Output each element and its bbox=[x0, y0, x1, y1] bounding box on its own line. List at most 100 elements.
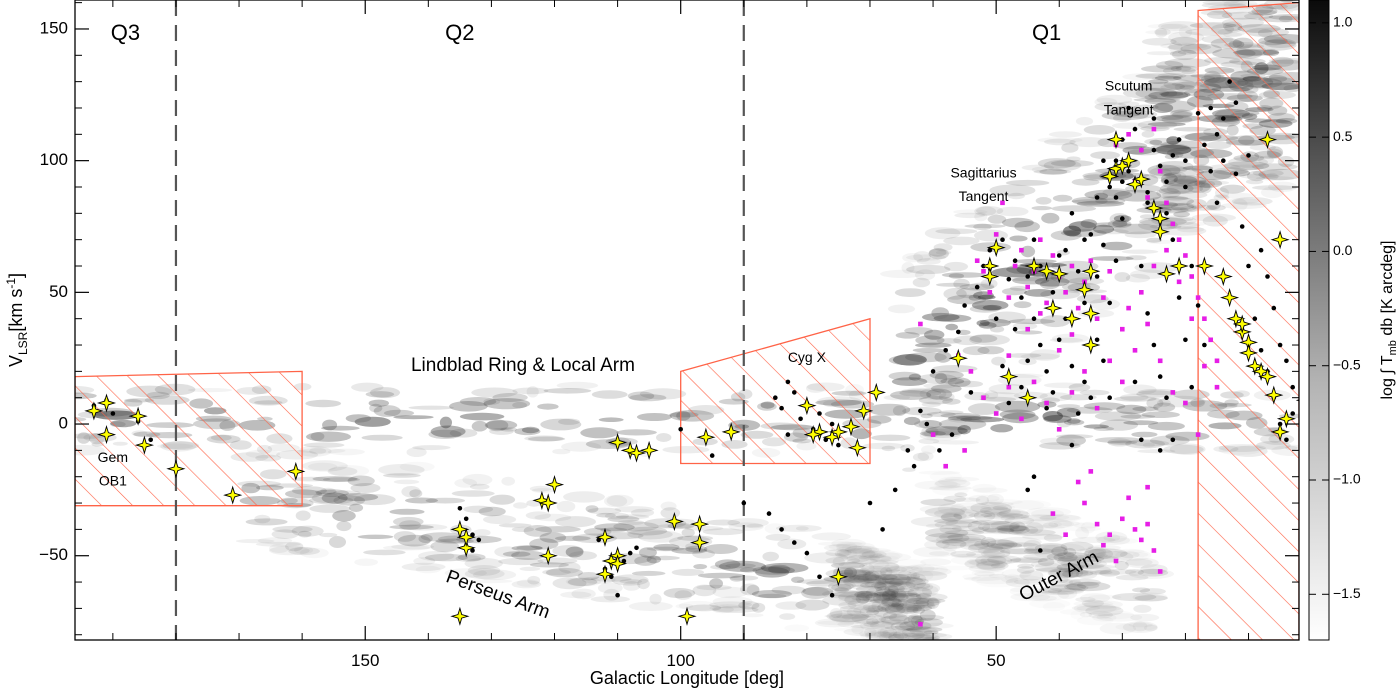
emission-streak-1 bbox=[603, 588, 620, 601]
emission-streak-3 bbox=[1061, 562, 1105, 570]
emission-streak-4 bbox=[932, 365, 978, 373]
emission-streak-4 bbox=[900, 444, 915, 452]
quadrant-label-q1: Q1 bbox=[1032, 20, 1061, 45]
quadrant-label-q2: Q2 bbox=[445, 20, 474, 45]
emission-streak-3 bbox=[1034, 548, 1071, 559]
emission-streak-4 bbox=[1040, 279, 1060, 290]
emission-streak-3 bbox=[925, 532, 970, 544]
emission-streak-2 bbox=[886, 588, 915, 593]
emission-streak-1 bbox=[552, 577, 587, 590]
emission-streak-3 bbox=[995, 542, 1038, 547]
emission-streak-1 bbox=[285, 541, 304, 552]
magenta-square bbox=[981, 269, 986, 274]
emission-streak-2 bbox=[886, 565, 919, 571]
emission-streak-3 bbox=[1099, 569, 1120, 577]
emission-streak-1 bbox=[712, 596, 753, 607]
emission-streak-1 bbox=[604, 512, 630, 520]
emission-streak-3 bbox=[1006, 558, 1043, 564]
yellow-star bbox=[986, 238, 1006, 258]
emission-streak-2 bbox=[880, 569, 912, 577]
yellow-star bbox=[980, 266, 1000, 287]
emission-streak-3 bbox=[967, 558, 988, 565]
emission-streak-1 bbox=[467, 565, 501, 576]
magenta-square bbox=[1145, 484, 1150, 490]
emission-streak-1 bbox=[353, 494, 396, 506]
emission-streak-3 bbox=[1099, 622, 1137, 635]
emission-streak-3 bbox=[986, 493, 1004, 505]
emission-streak-3 bbox=[1061, 578, 1081, 585]
yellow-star bbox=[450, 606, 470, 626]
black-dot bbox=[615, 592, 620, 598]
emission-streak-3 bbox=[980, 555, 1013, 567]
yellow-star bbox=[828, 422, 848, 442]
emission-streak-2 bbox=[869, 621, 893, 630]
x-tick-label: 50 bbox=[987, 651, 1006, 670]
black-dot bbox=[1164, 211, 1169, 216]
emission-streak-3 bbox=[1010, 592, 1051, 602]
emission-streak-3 bbox=[939, 524, 962, 534]
yellow-star bbox=[847, 438, 867, 458]
emission-streak-4 bbox=[974, 229, 1008, 242]
magenta-square bbox=[1044, 300, 1049, 306]
emission-streak-4 bbox=[931, 384, 962, 393]
emission-streak-2 bbox=[836, 614, 871, 620]
emission-streak-3 bbox=[974, 571, 995, 577]
emission-streak-4 bbox=[1039, 168, 1068, 175]
yellow-star bbox=[608, 432, 628, 453]
emission-streak-4 bbox=[1164, 172, 1182, 178]
black-dot bbox=[678, 427, 683, 432]
emission-streak-3 bbox=[1026, 507, 1072, 517]
emission-streak-0 bbox=[537, 403, 559, 410]
emission-streak-1 bbox=[711, 605, 734, 614]
emission-streak-4 bbox=[921, 445, 937, 455]
black-dot bbox=[634, 545, 639, 551]
emission-streak-1 bbox=[563, 491, 605, 503]
emission-streak-2 bbox=[832, 556, 845, 568]
emission-streak-1 bbox=[671, 547, 708, 554]
emission-streak-0 bbox=[1142, 442, 1155, 448]
emission-streak-3 bbox=[979, 506, 1011, 515]
emission-streak-1 bbox=[383, 473, 421, 478]
magenta-square bbox=[1126, 305, 1131, 311]
emission-streak-2 bbox=[893, 566, 939, 571]
black-dot bbox=[1195, 303, 1201, 308]
emission-streak-4 bbox=[888, 371, 921, 381]
emission-streak-0 bbox=[512, 387, 549, 395]
emission-streak-3 bbox=[934, 480, 958, 489]
emission-streak-1 bbox=[463, 505, 494, 513]
emission-streak-5 bbox=[1141, 37, 1177, 46]
emission-streak-3 bbox=[1075, 548, 1105, 558]
emission-streak-0 bbox=[1039, 392, 1073, 402]
emission-streak-2 bbox=[859, 561, 900, 572]
emission-streak-2 bbox=[846, 607, 862, 617]
emission-streak-2 bbox=[851, 624, 864, 635]
emission-streak-1 bbox=[692, 584, 717, 597]
emission-streak-1 bbox=[542, 569, 571, 576]
emission-streak-4 bbox=[954, 212, 986, 219]
emission-streak-1 bbox=[511, 550, 546, 561]
emission-streak-3 bbox=[1062, 570, 1079, 578]
emission-streak-2 bbox=[907, 634, 935, 640]
emission-streak-3 bbox=[1132, 621, 1148, 632]
emission-streak-2 bbox=[881, 603, 922, 613]
emission-streak-3 bbox=[995, 525, 1029, 532]
emission-streak-2 bbox=[904, 605, 933, 611]
emission-streak-0 bbox=[1056, 418, 1072, 428]
emission-streak-0 bbox=[368, 399, 389, 407]
emission-streak-4 bbox=[1114, 142, 1148, 150]
emission-streak-0 bbox=[354, 416, 391, 427]
emission-streak-2 bbox=[871, 580, 917, 591]
emission-streak-3 bbox=[1001, 568, 1032, 579]
magenta-square bbox=[1120, 516, 1125, 522]
magenta-square bbox=[1183, 400, 1188, 406]
emission-streak-1 bbox=[389, 524, 434, 530]
emission-streak-1 bbox=[630, 508, 655, 517]
magenta-square bbox=[1094, 405, 1100, 411]
emission-streak-0 bbox=[1146, 397, 1164, 409]
emission-streak-1 bbox=[775, 601, 807, 610]
emission-streak-3 bbox=[1000, 548, 1043, 555]
annotation-cyg-x: Cyg X bbox=[788, 349, 827, 365]
emission-streak-3 bbox=[951, 553, 987, 559]
emission-streak-1 bbox=[706, 519, 741, 526]
emission-streak-3 bbox=[1015, 520, 1063, 529]
